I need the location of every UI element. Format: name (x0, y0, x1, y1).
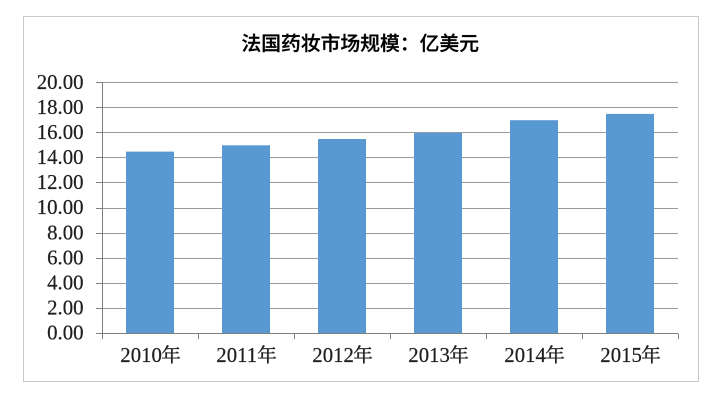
svg-text:12.00: 12.00 (37, 171, 84, 194)
svg-text:2013: 2013 (408, 344, 450, 367)
svg-text:14.00: 14.00 (37, 146, 84, 169)
svg-text:4.00: 4.00 (47, 271, 83, 294)
svg-text:18.00: 18.00 (37, 96, 84, 119)
svg-text:2.00: 2.00 (47, 297, 83, 320)
svg-text:16.00: 16.00 (37, 121, 84, 144)
svg-text:10.00: 10.00 (37, 196, 84, 219)
svg-text:2014: 2014 (504, 344, 546, 367)
svg-text:2012: 2012 (312, 344, 354, 367)
svg-text:2011: 2011 (216, 344, 257, 367)
svg-text:0.00: 0.00 (47, 322, 83, 345)
svg-text:8.00: 8.00 (47, 221, 83, 244)
svg-text:20.00: 20.00 (37, 71, 84, 94)
svg-text:2010: 2010 (120, 344, 162, 367)
svg-text:2015: 2015 (600, 344, 642, 367)
svg-text:6.00: 6.00 (47, 246, 83, 269)
